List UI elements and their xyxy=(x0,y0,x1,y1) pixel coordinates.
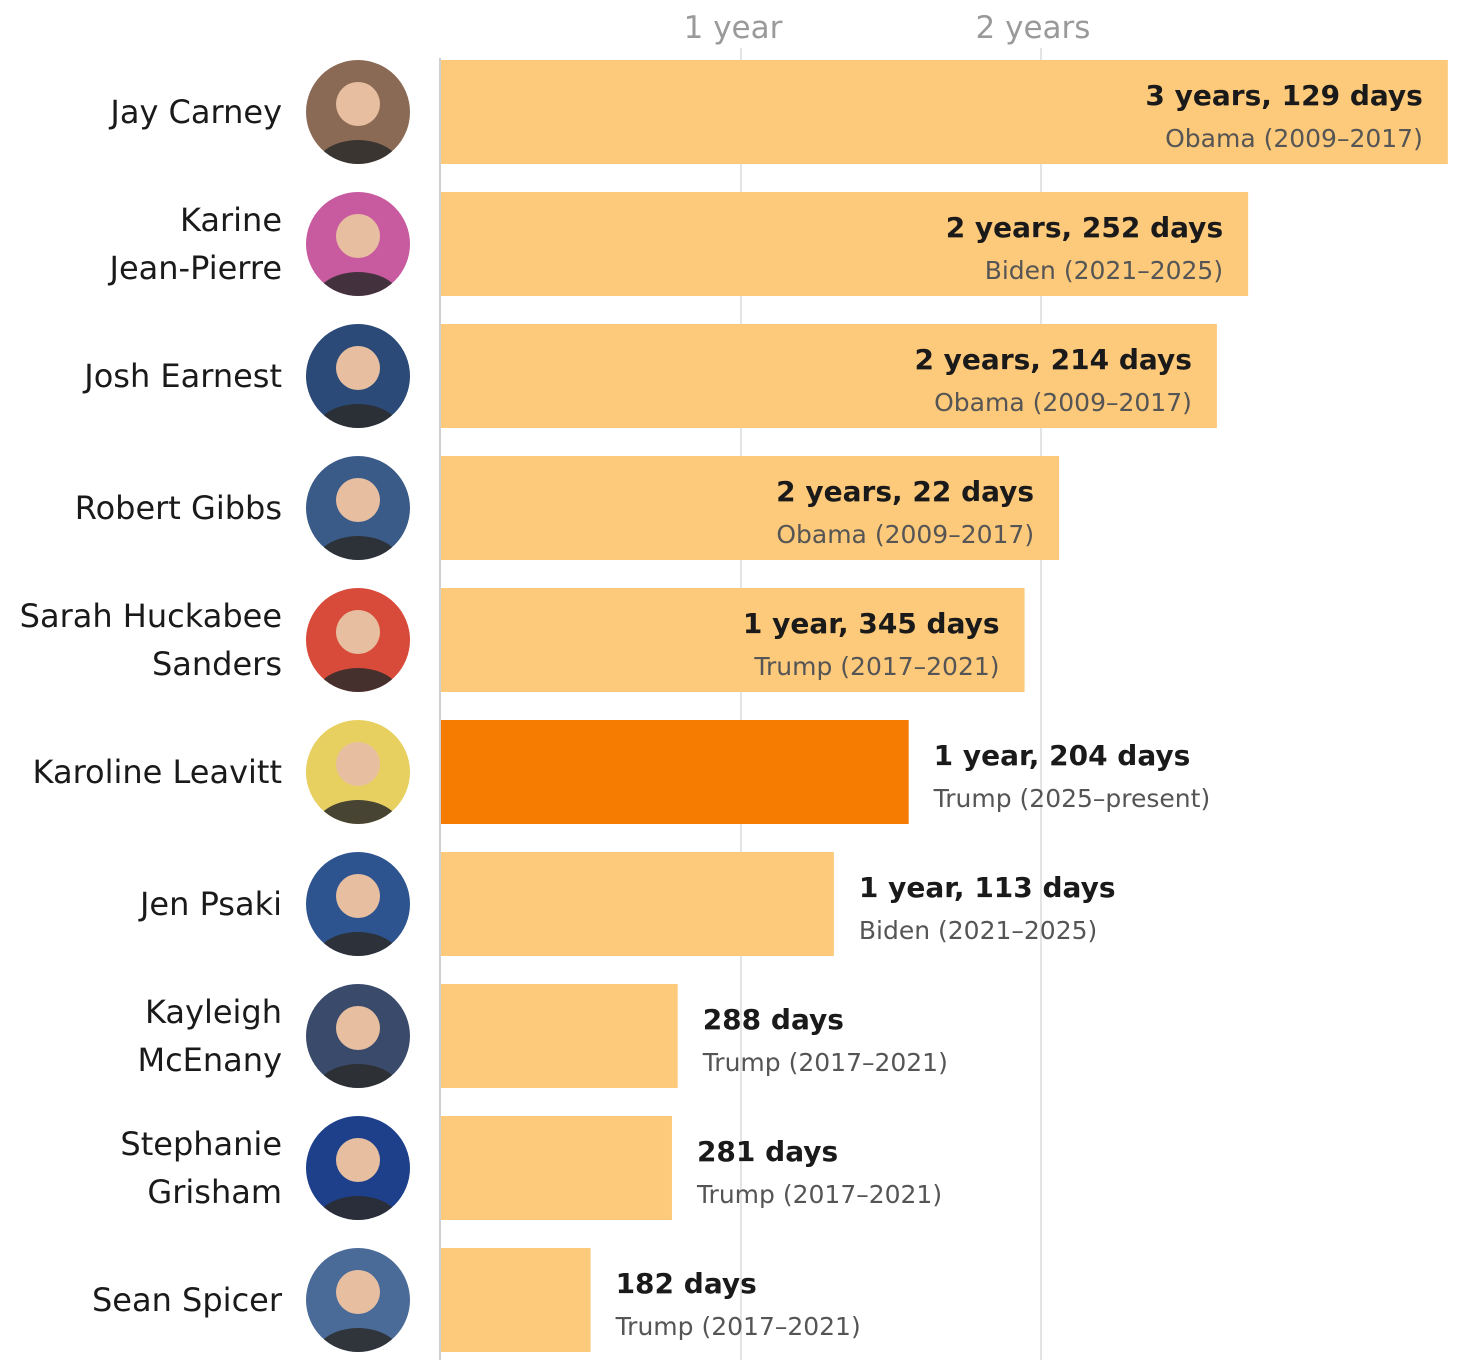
administration-label: Obama (2009–2017) xyxy=(934,388,1192,417)
secretary-name: Jen Psaki xyxy=(138,885,282,923)
duration-label: 2 years, 22 days xyxy=(776,475,1034,508)
bar xyxy=(441,456,1060,560)
bar xyxy=(441,984,678,1088)
administration-label: Trump (2025–present) xyxy=(933,784,1211,813)
administration-label: Trump (2017–2021) xyxy=(696,1180,942,1209)
duration-label: 2 years, 252 days xyxy=(946,211,1223,244)
bar xyxy=(441,720,909,824)
secretary-name: Grisham xyxy=(147,1173,282,1211)
administration-label: Obama (2009–2017) xyxy=(776,520,1034,549)
bar xyxy=(441,852,834,956)
administration-label: Trump (2017–2021) xyxy=(753,652,999,681)
x-axis: 1 year 2 years xyxy=(439,10,1091,1360)
duration-label: 1 year, 204 days xyxy=(934,739,1191,772)
portrait-kayleigh-mcenany-icon xyxy=(306,984,410,1088)
secretary-name: Jay Carney xyxy=(108,93,282,131)
secretary-name: Robert Gibbs xyxy=(75,489,282,527)
portrait-robert-gibbs-icon xyxy=(306,456,410,560)
bar xyxy=(441,192,1249,296)
duration-label: 3 years, 129 days xyxy=(1145,79,1422,112)
secretary-name: McEnany xyxy=(137,1041,282,1079)
duration-label: 281 days xyxy=(697,1135,838,1168)
administration-label: Biden (2021–2025) xyxy=(985,256,1223,285)
secretary-name: Kayleigh xyxy=(145,993,282,1031)
secretary-name: Sarah Huckabee xyxy=(20,597,282,635)
x-tick-label: 1 year xyxy=(684,10,783,46)
administration-label: Trump (2017–2021) xyxy=(702,1048,948,1077)
duration-label: 1 year, 113 days xyxy=(859,871,1116,904)
secretary-name: Karine xyxy=(180,201,282,239)
bar xyxy=(441,588,1025,692)
x-tick-label: 2 years xyxy=(976,10,1091,46)
secretary-name: Sanders xyxy=(152,645,282,683)
administration-label: Biden (2021–2025) xyxy=(859,916,1097,945)
secretary-name: Stephanie xyxy=(120,1125,282,1163)
portrait-sean-spicer-icon xyxy=(306,1248,410,1352)
bar xyxy=(441,60,1448,164)
bar xyxy=(441,324,1217,428)
portrait-karine-jean-pierre-icon xyxy=(306,192,410,296)
secretary-name: Karoline Leavitt xyxy=(33,753,282,791)
portrait-sarah-huckabee-sanders-icon xyxy=(306,588,410,692)
portrait-jen-psaki-icon xyxy=(306,852,410,956)
secretary-name: Josh Earnest xyxy=(82,357,282,395)
row-labels: 3 years, 129 days Obama (2009–2017) Jay Ca… xyxy=(20,60,1423,1352)
administration-label: Trump (2017–2021) xyxy=(615,1312,861,1341)
portrait-karoline-leavitt-icon xyxy=(306,720,410,824)
portrait-stephanie-grisham-icon xyxy=(306,1116,410,1220)
secretary-name: Jean-Pierre xyxy=(108,249,282,287)
duration-label: 288 days xyxy=(703,1003,844,1036)
secretary-name: Sean Spicer xyxy=(92,1281,283,1319)
portrait-josh-earnest-icon xyxy=(306,324,410,428)
bar xyxy=(441,1116,672,1220)
administration-label: Obama (2009–2017) xyxy=(1165,124,1423,153)
duration-label: 182 days xyxy=(616,1267,757,1300)
duration-label: 2 years, 214 days xyxy=(914,343,1191,376)
portrait-jay-carney-icon xyxy=(306,60,410,164)
bars xyxy=(441,60,1448,1352)
duration-label: 1 year, 345 days xyxy=(743,607,1000,640)
bar xyxy=(441,1248,591,1352)
